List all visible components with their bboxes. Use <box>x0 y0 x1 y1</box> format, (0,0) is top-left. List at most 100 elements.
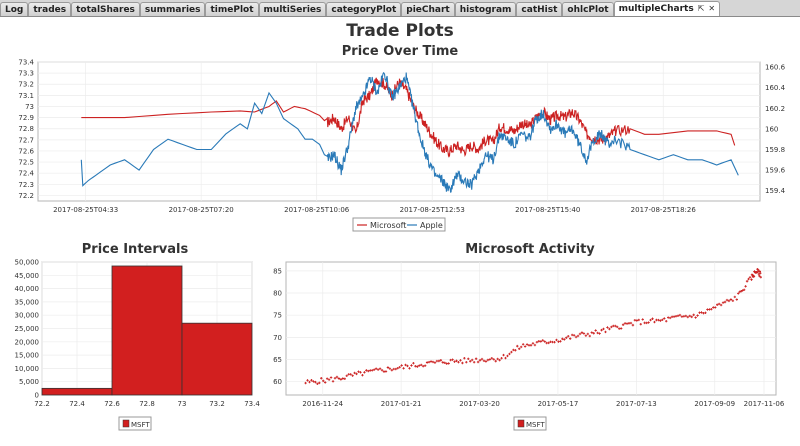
y-tick-label: 72.2 <box>18 192 34 200</box>
y-right-tick-label: 160 <box>765 125 778 133</box>
scatter-point <box>335 375 339 379</box>
scatter-point <box>437 359 441 363</box>
scatter-point <box>467 357 470 361</box>
scatter-point <box>639 323 642 326</box>
scatter-point <box>635 319 639 322</box>
y-tick-label: 75 <box>273 312 282 320</box>
scatter-point <box>314 380 317 384</box>
scatter-point <box>418 364 421 367</box>
tab-histogram[interactable]: histogram <box>454 2 517 16</box>
scatter-point <box>367 369 370 373</box>
histogram-bar[interactable] <box>41 387 113 396</box>
tab-label: summaries <box>144 5 201 15</box>
y-tick-label: 72.5 <box>18 159 34 167</box>
scatter-point <box>304 381 307 385</box>
scatter-point <box>384 370 388 373</box>
scatter-point <box>308 380 311 384</box>
tab-log[interactable]: Log <box>0 2 29 16</box>
plot-area[interactable] <box>285 261 777 396</box>
scatter-point <box>508 352 511 356</box>
scatter-point <box>759 276 763 279</box>
scatter-point <box>531 342 535 345</box>
scatter-point <box>547 341 550 345</box>
tab-piechart[interactable]: pieChart <box>401 2 455 16</box>
scatter-point <box>559 340 562 343</box>
scatter-point <box>719 303 723 307</box>
scatter-point <box>365 369 368 372</box>
scatter-point <box>665 320 668 323</box>
scatter-point <box>306 379 309 382</box>
scatter-point <box>727 299 731 303</box>
y-axis-left: 73.4 73.3 73.2 73.1 73 72.9 72.8 72.7 72.6 72.5 72… <box>18 59 34 200</box>
histogram-bar[interactable] <box>111 265 183 396</box>
grid <box>38 61 760 201</box>
scatter-point <box>510 350 513 354</box>
scatter-point <box>717 302 721 306</box>
scatter-point <box>663 317 666 320</box>
undock-icon[interactable]: ⇱ <box>697 4 705 13</box>
scatter-point <box>333 376 337 380</box>
scatter-point <box>351 374 354 377</box>
tab-totalshares[interactable]: totalShares <box>71 2 140 16</box>
tab-categoryplot[interactable]: categoryPlot <box>326 2 402 16</box>
y-right-tick-label: 159.8 <box>765 146 785 154</box>
tab-cathist[interactable]: catHist <box>516 2 563 16</box>
scatter-point <box>380 368 384 372</box>
microsoft-activity-chart: Microsoft Activity 85 80 75 70 65 60 2016-11-… <box>273 242 785 431</box>
scatter-point <box>653 320 656 324</box>
tab-label: multipleCharts <box>618 4 694 14</box>
scatter-point <box>471 358 474 362</box>
x-axis: 2016-11-24 2017-01-21 2017-03-20 2017-05-17… <box>302 400 784 408</box>
y-tick-label: 10,000 <box>15 365 40 373</box>
chart-title: Microsoft Activity <box>465 242 595 257</box>
scatter-point <box>714 306 717 309</box>
tab-ohlcplot[interactable]: ohlcPlot <box>562 2 614 16</box>
scatter-point <box>443 361 446 365</box>
tab-trades[interactable]: trades <box>28 2 72 16</box>
legend-label-msft: MSFT <box>131 421 150 429</box>
tab-multiseries[interactable]: multiSeries <box>258 2 327 16</box>
scatter-point <box>594 329 597 332</box>
x-tick-label: 72.4 <box>69 400 85 408</box>
scatter-point <box>359 371 362 374</box>
scatter-point <box>494 359 497 363</box>
tab-bar: Log trades totalShares summaries timePlot mul… <box>0 0 800 17</box>
histogram-bar[interactable] <box>181 322 253 396</box>
scatter-point <box>533 343 537 347</box>
scatter-point <box>337 377 341 380</box>
scatter-point <box>757 272 761 276</box>
tab-summaries[interactable]: summaries <box>139 2 206 16</box>
scatter-point <box>580 331 584 334</box>
scatter-point <box>561 337 564 341</box>
scatter-point <box>757 268 760 272</box>
scatter-point <box>518 347 521 350</box>
scatter-point <box>700 311 703 314</box>
scatter-point <box>310 379 313 382</box>
scatter-point <box>312 380 315 383</box>
scatter-point <box>345 374 348 378</box>
x-tick-label: 2017-05-17 <box>538 400 579 408</box>
scatter-point <box>692 313 695 317</box>
scatter-point <box>363 371 366 374</box>
scatter-point <box>600 328 603 332</box>
scatter-point <box>747 277 750 281</box>
y-tick-label: 80 <box>273 290 282 298</box>
scatter-point <box>661 318 664 321</box>
scatter-point <box>737 292 740 295</box>
scatter-point <box>465 361 468 364</box>
x-tick-label: 2017-08-25T10:06 <box>284 206 350 214</box>
scatter-point <box>651 317 654 320</box>
y-tick-label: 72.7 <box>18 136 34 144</box>
x-tick-label: 2017-08-25T07:20 <box>169 206 234 214</box>
tab-timeplot[interactable]: timePlot <box>205 2 259 16</box>
y-tick-label: 45,000 <box>15 272 40 280</box>
scatter-point <box>535 340 539 344</box>
scatter-point <box>555 338 558 342</box>
close-icon[interactable]: ✕ <box>708 4 716 13</box>
scatter-point <box>386 366 390 369</box>
scatter-point <box>374 367 378 370</box>
tab-multiplecharts[interactable]: multipleCharts ⇱ ✕ <box>613 1 721 16</box>
histogram-bars <box>41 265 253 396</box>
scatter-point <box>735 298 738 301</box>
scatter-point <box>361 373 364 377</box>
